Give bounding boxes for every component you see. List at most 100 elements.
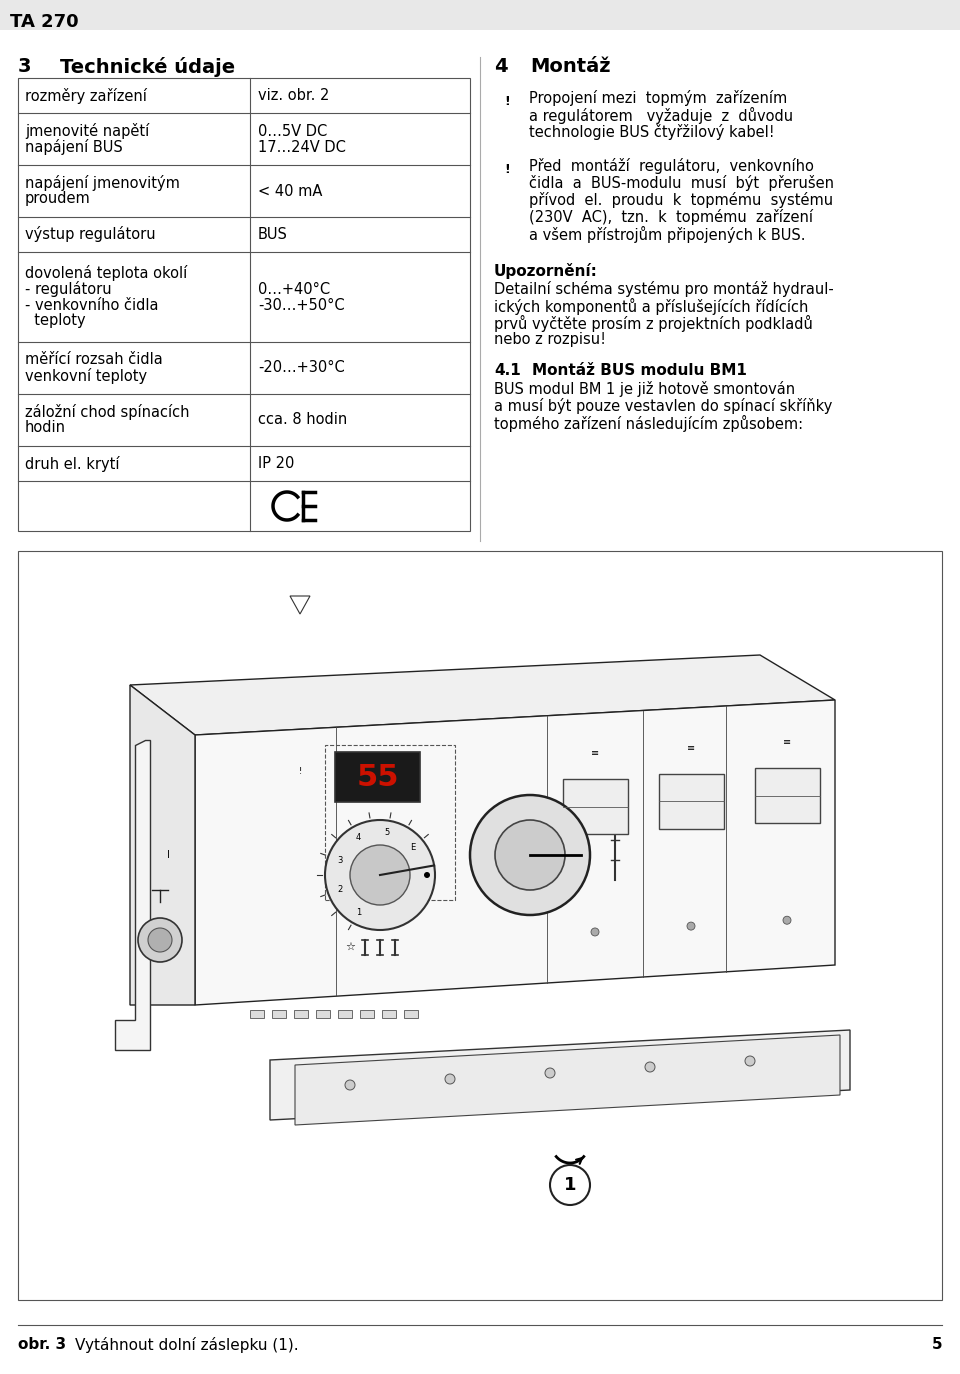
Text: teploty: teploty <box>25 313 85 328</box>
Text: Detailní schéma systému pro montáž hydraul-: Detailní schéma systému pro montáž hydra… <box>494 282 833 297</box>
Text: ických komponentů a příslušejících řídících: ických komponentů a příslušejících řídíc… <box>494 298 808 315</box>
Bar <box>755 768 820 823</box>
Text: 4: 4 <box>494 56 508 76</box>
Text: < 40 mA: < 40 mA <box>258 184 323 198</box>
Text: záložní chod spínacích: záložní chod spínacích <box>25 404 189 420</box>
Text: Upozornění:: Upozornění: <box>494 262 598 279</box>
Polygon shape <box>195 699 835 1004</box>
Circle shape <box>687 922 695 930</box>
Text: ECO: ECO <box>595 811 612 819</box>
Text: IP 20: IP 20 <box>258 456 295 471</box>
Text: prvů vyčtěte prosím z projektních podkladů: prvů vyčtěte prosím z projektních podkla… <box>494 315 813 333</box>
Text: 3: 3 <box>18 56 32 76</box>
Text: 55: 55 <box>356 763 398 791</box>
Text: I: I <box>167 851 169 860</box>
Text: E: E <box>410 842 416 852</box>
Bar <box>18 78 470 530</box>
Text: dovolená teplota okolí: dovolená teplota okolí <box>25 265 187 282</box>
Bar <box>563 779 628 834</box>
Polygon shape <box>290 596 310 614</box>
Text: nebo z rozpisu!: nebo z rozpisu! <box>494 333 606 348</box>
Circle shape <box>345 1080 355 1090</box>
Polygon shape <box>130 655 835 735</box>
Bar <box>659 774 724 829</box>
Polygon shape <box>495 1195 518 1216</box>
Text: (230V  AC),  tzn.  k  topmému  zařízení: (230V AC), tzn. k topmému zařízení <box>529 209 813 225</box>
Text: 3: 3 <box>337 856 343 864</box>
Text: venkovní teploty: venkovní teploty <box>25 368 147 383</box>
Bar <box>338 1010 352 1018</box>
Circle shape <box>424 872 430 878</box>
Text: hodin: hodin <box>25 420 66 436</box>
Text: měřící rozsah čidla: měřící rozsah čidla <box>25 353 163 367</box>
Text: a musí být pouze vestavlen do spínací skříňky: a musí být pouze vestavlen do spínací sk… <box>494 398 832 414</box>
Text: Propojení mezi  topmým  zařízením: Propojení mezi topmým zařízením <box>529 91 787 106</box>
Bar <box>0 0 960 30</box>
Text: BUS modul BM 1 je již hotově smontován: BUS modul BM 1 je již hotově smontován <box>494 381 795 397</box>
Bar <box>316 1010 330 1018</box>
Text: TA 270: TA 270 <box>10 12 79 32</box>
Bar <box>404 1010 418 1018</box>
Text: 1: 1 <box>356 908 361 916</box>
Polygon shape <box>495 1263 518 1283</box>
Text: 0…5V DC: 0…5V DC <box>258 124 327 139</box>
Circle shape <box>445 1074 455 1084</box>
Text: Montáž BUS modulu BM1: Montáž BUS modulu BM1 <box>532 363 747 378</box>
Text: topmého zařízení následujícím způsobem:: topmého zařízení následujícím způsobem: <box>494 415 804 431</box>
Circle shape <box>545 1068 555 1079</box>
Text: viz. obr. 2: viz. obr. 2 <box>258 88 329 103</box>
Text: BUS: BUS <box>258 227 288 242</box>
Text: -30…+50°C: -30…+50°C <box>258 298 345 312</box>
Text: a všem přístrojům připojených k BUS.: a všem přístrojům připojených k BUS. <box>529 225 805 243</box>
Text: !: ! <box>504 164 510 176</box>
Bar <box>325 745 455 900</box>
Text: jmenovité napětí: jmenovité napětí <box>25 124 149 139</box>
Bar <box>272 1010 286 1018</box>
Text: ☆: ☆ <box>345 943 355 952</box>
Text: rozměry zařízení: rozměry zařízení <box>25 88 147 103</box>
Text: - regulátoru: - regulátoru <box>25 282 111 297</box>
Text: 0…+40°C: 0…+40°C <box>258 282 330 297</box>
Bar <box>250 1010 264 1018</box>
Text: přívod  el.  proudu  k  topmému  systému: přívod el. proudu k topmému systému <box>529 192 833 207</box>
Text: a regulátorem   vyžaduje  z  důvodu: a regulátorem vyžaduje z důvodu <box>529 107 793 124</box>
Circle shape <box>591 927 599 936</box>
Polygon shape <box>130 686 195 1004</box>
Polygon shape <box>115 741 150 1050</box>
Text: Technické údaje: Technické údaje <box>60 56 235 77</box>
Text: ≡: ≡ <box>687 743 695 753</box>
Circle shape <box>495 820 565 890</box>
Text: Před  montáží  regulátoru,  venkovního: Před montáží regulátoru, venkovního <box>529 158 814 174</box>
Circle shape <box>550 1165 590 1205</box>
Text: 2: 2 <box>337 885 342 894</box>
Text: proudem: proudem <box>25 191 91 206</box>
Text: 4: 4 <box>356 833 361 842</box>
Bar <box>382 1010 396 1018</box>
Bar <box>360 1010 374 1018</box>
Circle shape <box>745 1057 755 1066</box>
Text: -20…+30°C: -20…+30°C <box>258 360 345 375</box>
Circle shape <box>470 796 590 915</box>
Text: !: ! <box>299 767 301 775</box>
Text: obr. 3: obr. 3 <box>18 1337 66 1352</box>
Text: 17…24V DC: 17…24V DC <box>258 140 346 154</box>
Text: technologie BUS čtyřžilový kabel!: technologie BUS čtyřžilový kabel! <box>529 124 775 140</box>
Circle shape <box>138 918 182 962</box>
Text: !: ! <box>504 95 510 109</box>
Text: 1: 1 <box>564 1176 576 1194</box>
Text: 4.1: 4.1 <box>494 363 520 378</box>
Text: napájení jmenovitým: napájení jmenovitým <box>25 174 180 191</box>
Bar <box>18 551 942 1300</box>
Text: ≡: ≡ <box>783 738 791 747</box>
Circle shape <box>148 927 172 952</box>
Polygon shape <box>295 1035 840 1125</box>
Circle shape <box>783 916 791 925</box>
Bar <box>335 752 420 802</box>
Text: - venkovního čidla: - venkovního čidla <box>25 298 158 312</box>
Text: druh el. krytí: druh el. krytí <box>25 456 119 471</box>
Text: napájení BUS: napájení BUS <box>25 139 123 155</box>
Text: výstup regulátoru: výstup regulátoru <box>25 227 156 242</box>
Circle shape <box>325 820 435 930</box>
Text: cca. 8 hodin: cca. 8 hodin <box>258 412 348 427</box>
Text: 5: 5 <box>385 829 390 837</box>
